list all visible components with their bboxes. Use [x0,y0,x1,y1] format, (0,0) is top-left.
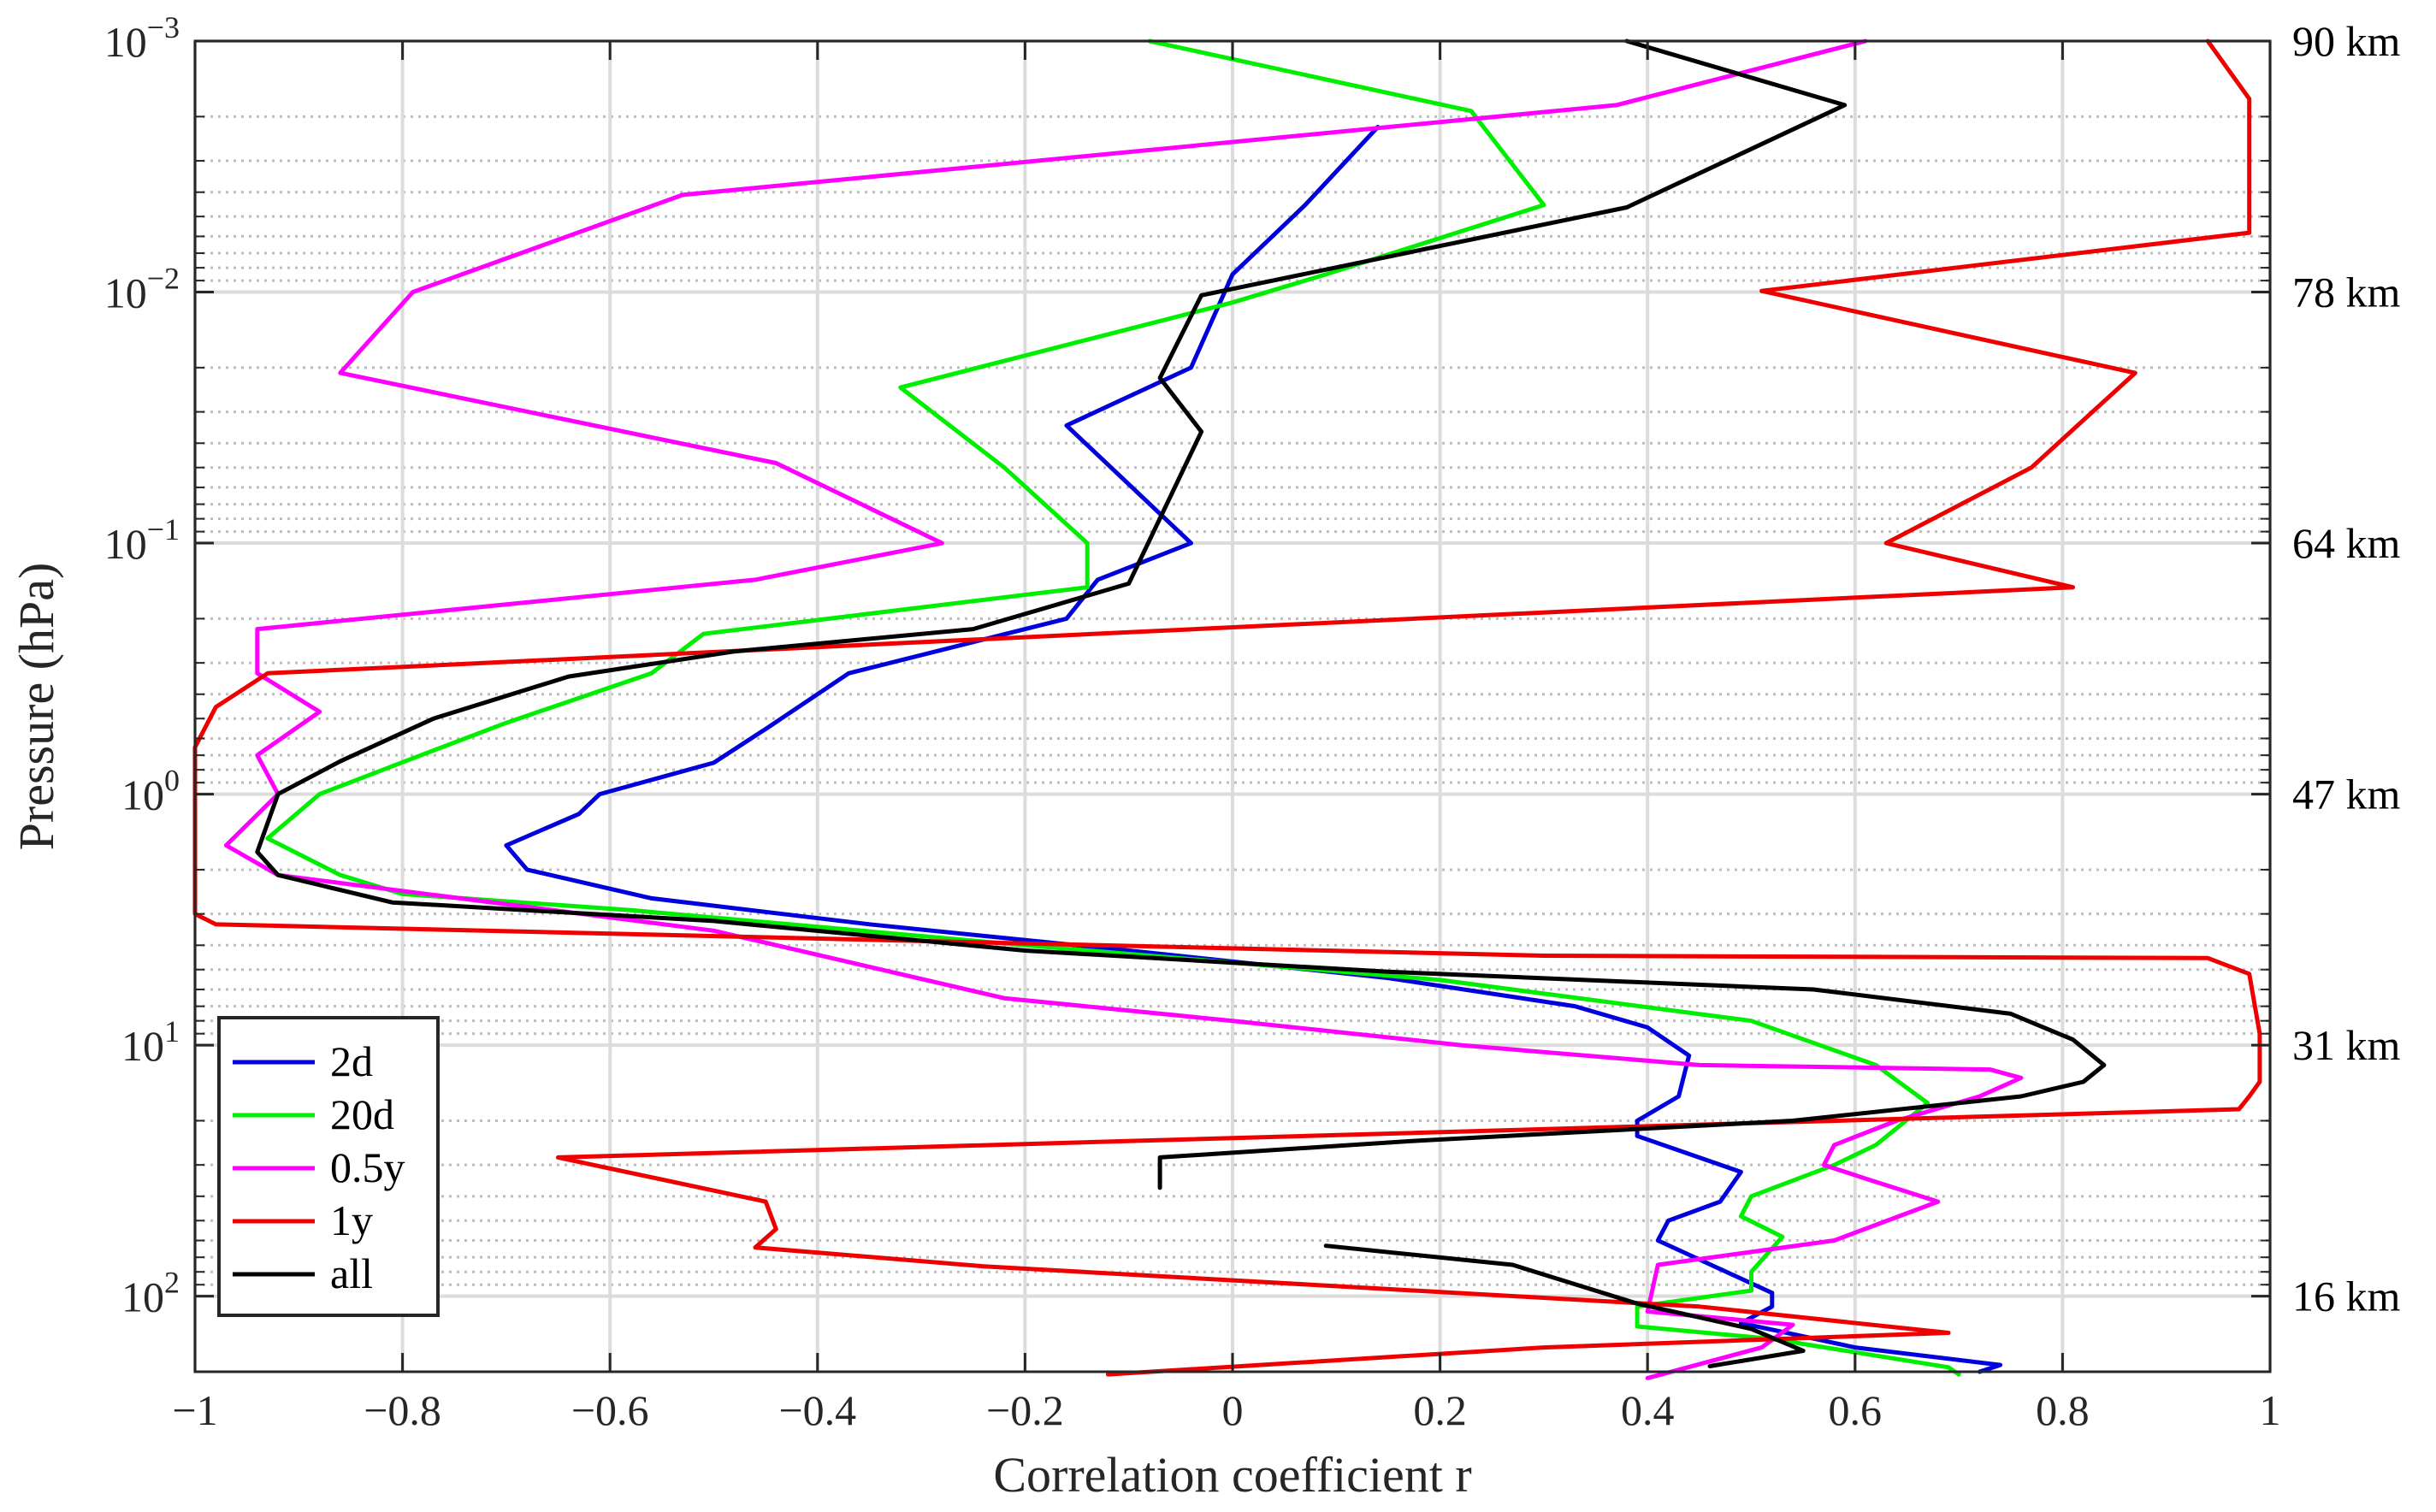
x-tick-label: −0.4 [778,1386,856,1434]
y-tick-label: 102 [121,1266,180,1321]
x-axis-label: Correlation coefficient r [993,1447,1471,1503]
altitude-label: 47 km [2292,771,2401,818]
y-axis-label: Pressure (hPa) [9,563,64,851]
series-line-all [255,38,2107,1190]
y-tick-label: 10−1 [104,512,180,568]
x-tick-label: −0.8 [364,1386,441,1434]
legend-entry: 1y [330,1196,373,1244]
altitude-label: 31 km [2292,1021,2401,1069]
ticks [193,39,2272,1373]
x-tick-label: −0.2 [986,1386,1064,1434]
legend-entry: 0.5y [330,1143,405,1191]
altitude-label: 16 km [2292,1273,2401,1320]
x-tick-label: 0.6 [1829,1386,1883,1434]
series-line-0.5y [223,38,2024,1380]
x-tick-label: −0.6 [571,1386,649,1434]
series-line-20d [265,38,1961,1377]
x-tick-label: 0.2 [1413,1386,1467,1434]
grid [193,39,2272,1373]
x-tick-labels: −1 −0.8 −0.6 −0.4 −0.2 0 0.2 0.4 0.6 0.8 1 [172,1386,2280,1434]
altitude-label: 90 km [2292,17,2401,65]
series-lines [192,38,2262,1380]
altitude-label: 78 km [2292,269,2401,316]
y-tick-labels: 10−3 10−2 10−1 100 101 102 [104,10,180,1321]
x-tick-label: 1 [2260,1386,2281,1434]
x-tick-label: 0 [1222,1386,1244,1434]
legend-entry: 20d [330,1090,394,1138]
legend-entry: 2d [330,1037,373,1085]
y-tick-label: 101 [121,1014,180,1070]
x-tick-label: −1 [172,1386,217,1434]
series-line-1y [192,38,2262,1377]
y-tick-label: 100 [121,764,180,819]
legend-entry: all [330,1249,373,1297]
altitude-labels: 90 km 78 km 64 km 47 km 31 km 16 km [2292,17,2401,1320]
series-line-all-lower [1323,1243,1806,1368]
y-tick-label: 10−3 [104,10,180,66]
x-tick-label: 0.4 [1621,1386,1675,1434]
x-tick-label: 0.8 [2036,1386,2090,1434]
altitude-label: 64 km [2292,519,2401,567]
legend: 2d 20d 0.5y 1y all [217,1016,440,1317]
y-tick-label: 10−2 [104,262,180,317]
